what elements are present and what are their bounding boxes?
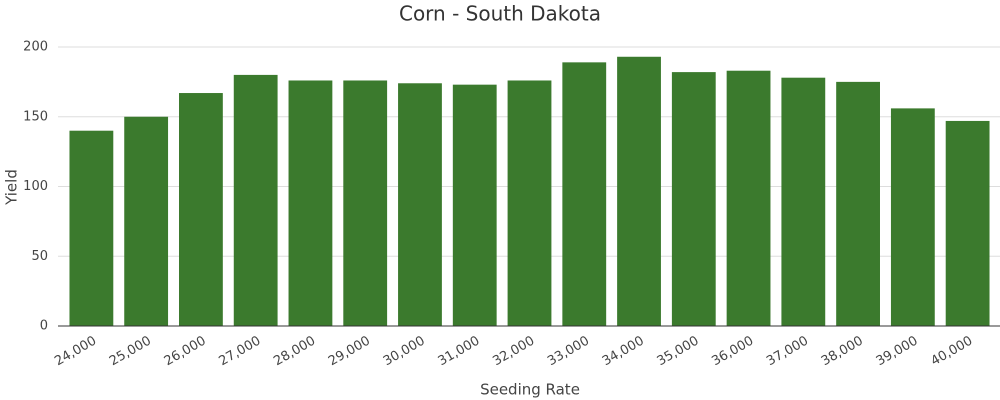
bar [398,83,442,327]
bar [124,116,169,326]
y-tick-label: 100 [23,179,48,194]
bar [617,56,661,326]
x-tick-label: 39,000 [874,334,921,370]
bar [781,77,826,326]
x-tick-label: 24,000 [52,334,99,370]
bar [507,80,552,326]
bar [233,74,278,327]
y-axis-label: Yield [3,169,21,206]
x-tick-label: 27,000 [217,334,264,370]
x-tick-label: 32,000 [490,334,537,370]
x-tick-label: 37,000 [764,334,811,370]
bar [343,80,388,326]
x-tick-label: 40,000 [928,334,975,370]
bar [288,80,333,326]
x-tick-label: 35,000 [655,334,702,370]
x-tick-label: 30,000 [381,334,428,370]
x-tick-label: 29,000 [326,334,373,370]
bar [179,93,223,326]
y-tick-label: 50 [31,249,48,264]
y-tick-label: 150 [23,109,48,124]
y-tick-label: 0 [40,319,48,334]
x-tick-label: 25,000 [107,334,154,370]
bar [945,120,990,326]
x-tick-label: 26,000 [162,334,209,370]
x-tick-label: 36,000 [709,334,756,370]
x-tick-label: 28,000 [271,334,318,370]
x-axis-label: Seeding Rate [480,381,580,399]
x-tick-label: 34,000 [600,334,647,370]
x-tick-label: 33,000 [545,334,592,370]
x-tick-label: 38,000 [819,334,866,370]
bar [726,70,771,326]
bar [671,72,716,326]
bar [69,130,114,326]
chart-title: Corn - South Dakota [399,2,601,26]
x-tick-label: 31,000 [436,334,483,370]
bar [452,84,497,326]
y-tick-label: 200 [23,40,48,55]
bar [890,108,935,326]
bar [562,62,607,326]
bar [836,81,880,326]
